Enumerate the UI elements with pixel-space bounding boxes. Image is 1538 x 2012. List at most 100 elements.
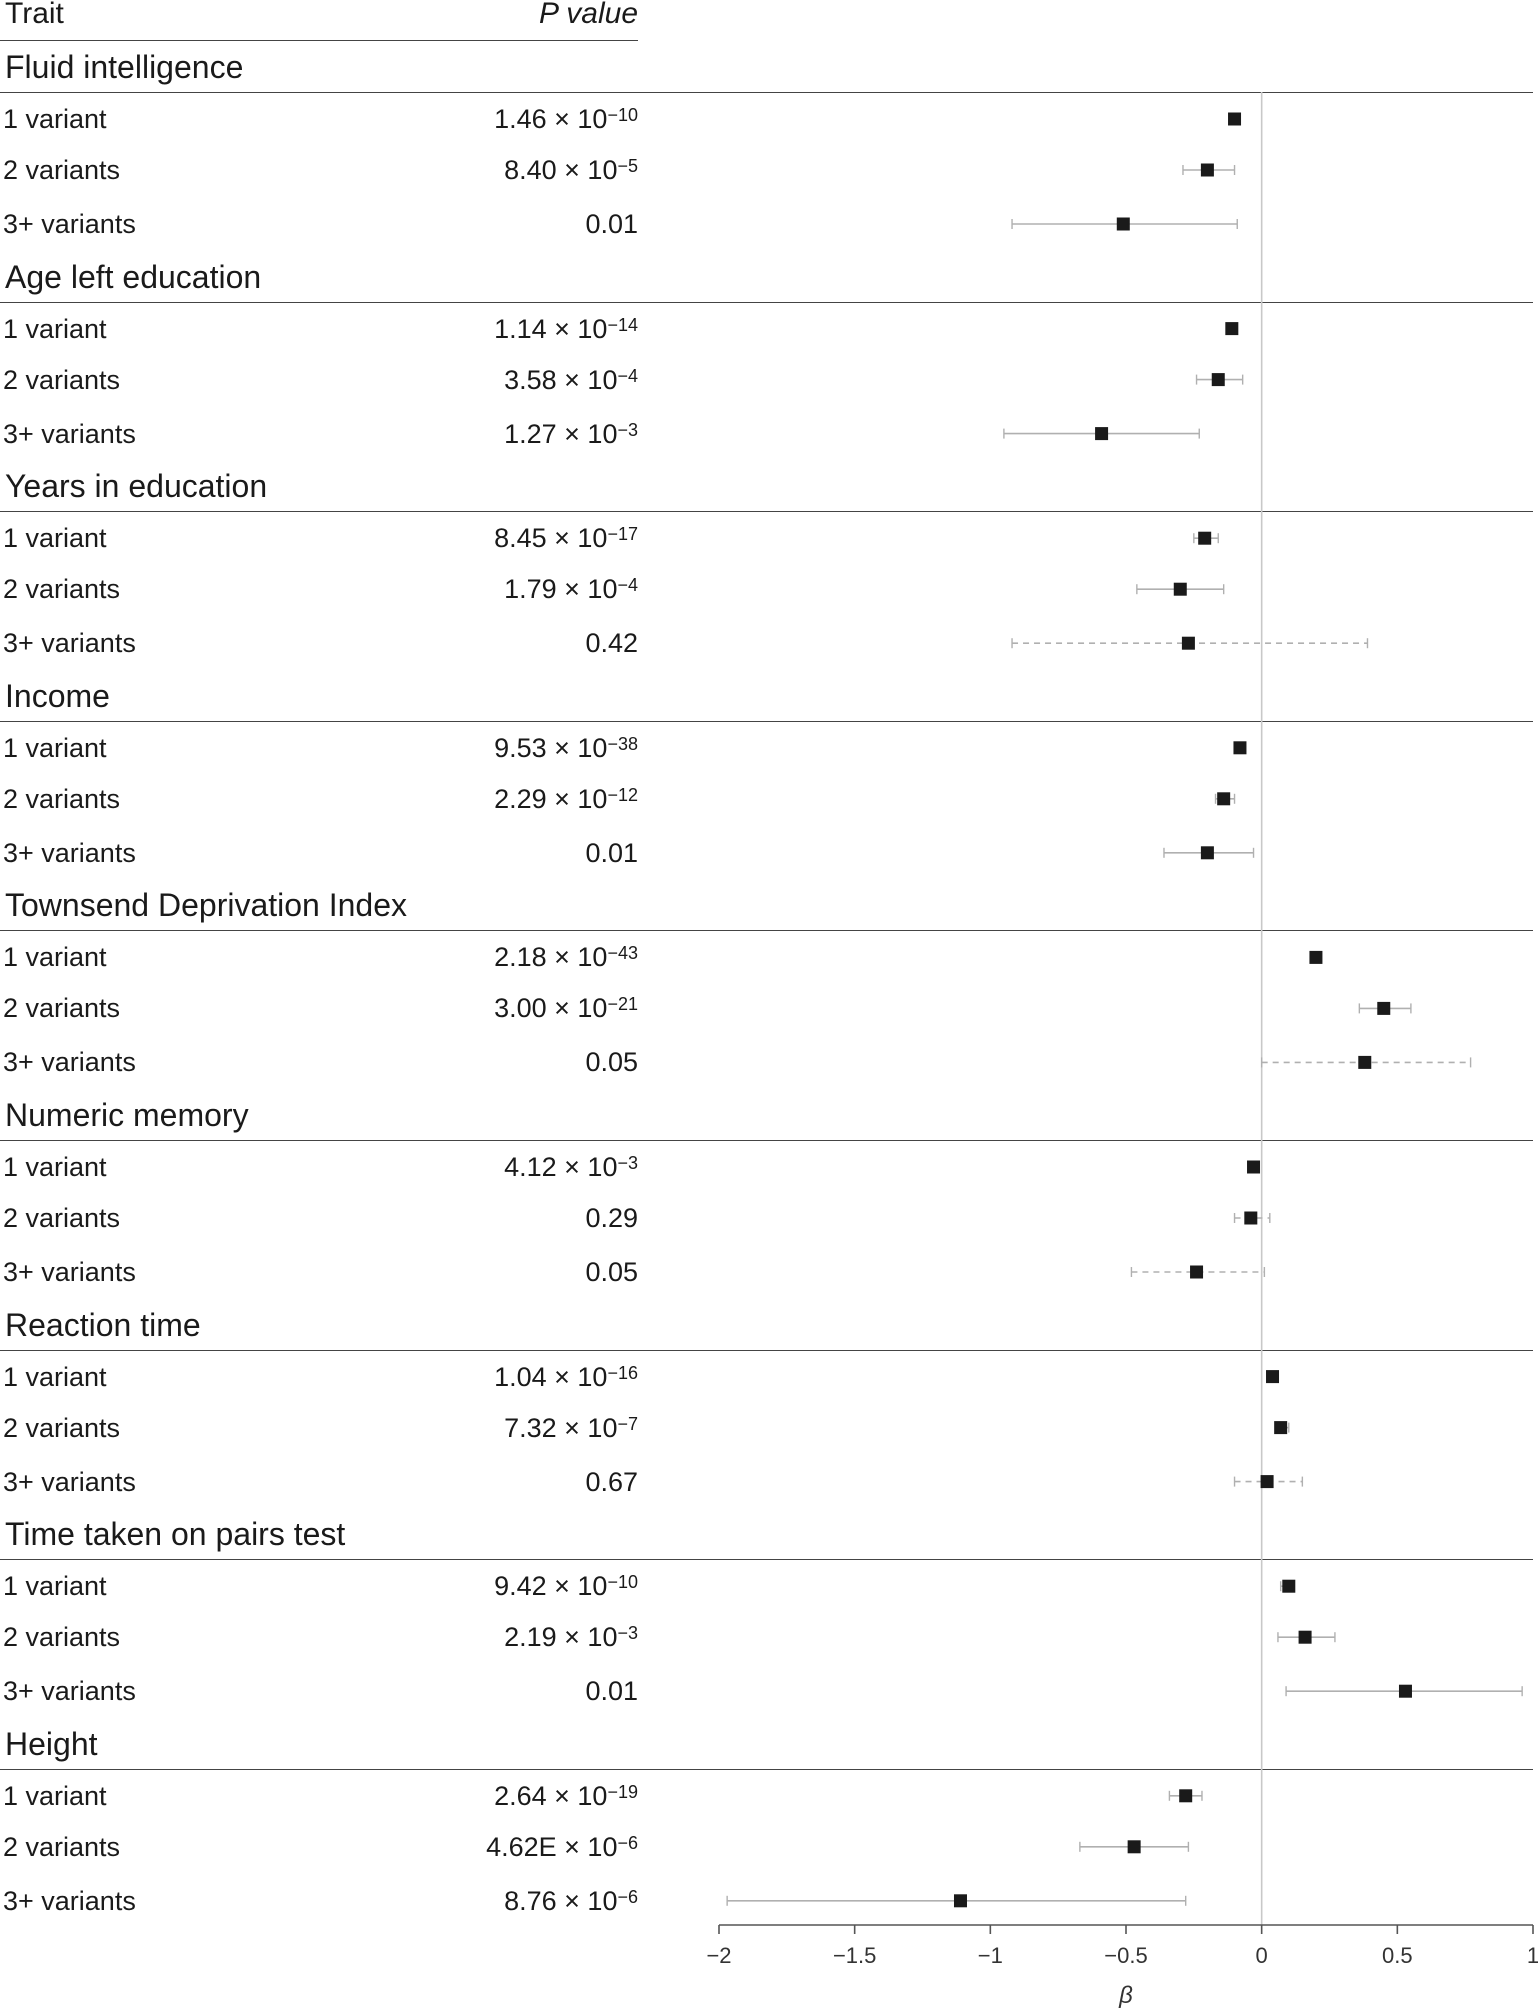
group-separator-line xyxy=(0,1140,1533,1141)
p-value-mantissa: 2.18 × 10 xyxy=(494,942,608,973)
trait-title: Townsend Deprivation Index xyxy=(5,887,408,924)
p-value-cell: 1.14 × 10−14 xyxy=(494,313,638,345)
variant-row-label: 3+ variants xyxy=(3,1885,136,1916)
p-value-cell: 0.05 xyxy=(585,1256,638,1288)
beta-point-marker xyxy=(1358,1055,1372,1069)
p-value-cell: 9.42 × 10−10 xyxy=(494,1570,638,1602)
p-value-cell: 0.05 xyxy=(585,1046,638,1078)
variant-row-label: 3+ variants xyxy=(3,1676,136,1707)
p-value-mantissa: 1.04 × 10 xyxy=(494,1361,608,1392)
p-value-mantissa: 9.42 × 10 xyxy=(494,1571,608,1602)
p-value-mantissa: 7.32 × 10 xyxy=(504,1412,618,1443)
trait-title: Age left education xyxy=(5,258,262,295)
p-value-mantissa: 3.00 × 10 xyxy=(494,993,608,1024)
beta-point-marker xyxy=(1298,1630,1312,1644)
x-tick-label: 0.5 xyxy=(1382,1943,1413,1968)
p-value-exponent: −21 xyxy=(607,994,638,1015)
beta-point-marker xyxy=(1179,1789,1193,1803)
p-value-cell: 0.01 xyxy=(585,1675,638,1707)
beta-point-marker xyxy=(1173,582,1187,596)
p-value-mantissa: 2.64 × 10 xyxy=(494,1780,608,1811)
variant-row-label: 1 variant xyxy=(3,1361,107,1392)
variant-row-label: 2 variants xyxy=(3,364,121,395)
p-value-mantissa: 2.19 × 10 xyxy=(504,1622,618,1653)
p-value-mantissa: 0.05 xyxy=(585,1047,638,1078)
p-value-cell: 3.58 × 10−4 xyxy=(504,364,638,396)
p-value-cell: 1.27 × 10−3 xyxy=(504,418,638,450)
p-value-exponent: −10 xyxy=(607,1572,638,1593)
p-value-exponent: −3 xyxy=(617,1623,638,1644)
beta-point-marker xyxy=(1116,217,1130,231)
beta-point-marker xyxy=(1274,1421,1288,1435)
group-separator-line xyxy=(0,720,1533,722)
p-value-mantissa: 0.01 xyxy=(585,837,638,868)
p-value-cell: 8.76 × 10−6 xyxy=(504,1885,638,1917)
variant-row-label: 3+ variants xyxy=(3,1257,136,1287)
p-value-mantissa: 0.67 xyxy=(585,1466,638,1497)
variant-row-label: 2 variants xyxy=(3,1412,121,1443)
p-value-exponent: −4 xyxy=(617,575,638,596)
trait-column-header: Trait xyxy=(5,0,64,30)
beta-point-marker xyxy=(1398,1684,1412,1698)
beta-point-marker xyxy=(1200,163,1214,177)
beta-point-marker xyxy=(1217,792,1231,806)
beta-point-marker xyxy=(1225,322,1239,336)
p-value-cell: 2.29 × 10−12 xyxy=(494,783,638,815)
beta-point-marker xyxy=(1266,1370,1280,1384)
x-tick-label: 1 xyxy=(1527,1943,1538,1968)
beta-point-marker xyxy=(1282,1579,1296,1593)
p-value-cell: 8.45 × 10−17 xyxy=(494,522,638,554)
variant-row-label: 3+ variants xyxy=(3,1047,136,1078)
p-value-exponent: −6 xyxy=(617,1886,638,1907)
variant-row-label: 1 variant xyxy=(3,1780,107,1811)
p-value-mantissa: 0.01 xyxy=(585,1676,638,1707)
p-value-cell: 3.00 × 10−21 xyxy=(494,992,638,1024)
p-value-mantissa: 0.05 xyxy=(585,1257,638,1287)
p-value-cell: 4.12 × 10−3 xyxy=(504,1151,638,1183)
p-value-cell: 2.64 × 10−19 xyxy=(494,1780,638,1812)
variant-row-label: 2 variants xyxy=(3,993,121,1024)
variant-row-label: 1 variant xyxy=(3,942,107,973)
variant-row-label: 1 variant xyxy=(3,313,107,344)
variant-row-label: 3+ variants xyxy=(3,628,136,659)
variant-row-label: 1 variant xyxy=(3,732,107,763)
x-tick-label: 0 xyxy=(1256,1943,1268,1968)
p-value-mantissa: 4.12 × 10 xyxy=(504,1152,618,1182)
beta-point-marker xyxy=(1127,1840,1141,1854)
p-value-mantissa: 1.14 × 10 xyxy=(494,313,608,344)
group-separator-line xyxy=(0,92,1533,93)
p-value-exponent: −43 xyxy=(607,943,638,964)
p-value-cell: 0.01 xyxy=(585,208,638,240)
beta-point-marker xyxy=(1244,1211,1258,1225)
beta-point-marker xyxy=(1190,1265,1204,1279)
trait-title: Fluid intelligence xyxy=(5,49,244,85)
variant-row-label: 3+ variants xyxy=(3,837,136,868)
group-separator-line xyxy=(0,301,1533,303)
p-value-mantissa: 8.40 × 10 xyxy=(504,155,618,185)
beta-point-marker xyxy=(1181,636,1195,650)
pvalue-column-header: P value xyxy=(539,0,638,30)
variant-row-label: 2 variants xyxy=(3,1831,121,1862)
x-tick-label: −2 xyxy=(706,1943,731,1968)
p-value-exponent: −17 xyxy=(607,524,638,545)
variant-row-label: 2 variants xyxy=(3,155,121,185)
beta-point-marker xyxy=(1198,531,1212,545)
group-separator-line xyxy=(0,1559,1533,1561)
p-value-cell: 7.32 × 10−7 xyxy=(504,1412,638,1444)
p-value-mantissa: 1.79 × 10 xyxy=(504,574,618,605)
trait-title: Height xyxy=(5,1725,98,1762)
variant-row-label: 2 variants xyxy=(3,574,121,605)
p-value-cell: 2.19 × 10−3 xyxy=(504,1621,638,1653)
p-value-cell: 4.62E × 10−6 xyxy=(486,1831,638,1863)
p-value-mantissa: 9.53 × 10 xyxy=(494,732,608,763)
p-value-mantissa: 0.01 xyxy=(585,209,638,239)
beta-point-marker xyxy=(953,1894,967,1908)
p-value-exponent: −10 xyxy=(607,105,638,125)
p-value-cell: 8.40 × 10−5 xyxy=(504,154,638,186)
x-tick-label: −1.5 xyxy=(833,1943,876,1968)
header-underline xyxy=(0,40,638,41)
p-value-cell: 1.04 × 10−16 xyxy=(494,1361,638,1393)
group-separator-line xyxy=(0,1349,1533,1351)
